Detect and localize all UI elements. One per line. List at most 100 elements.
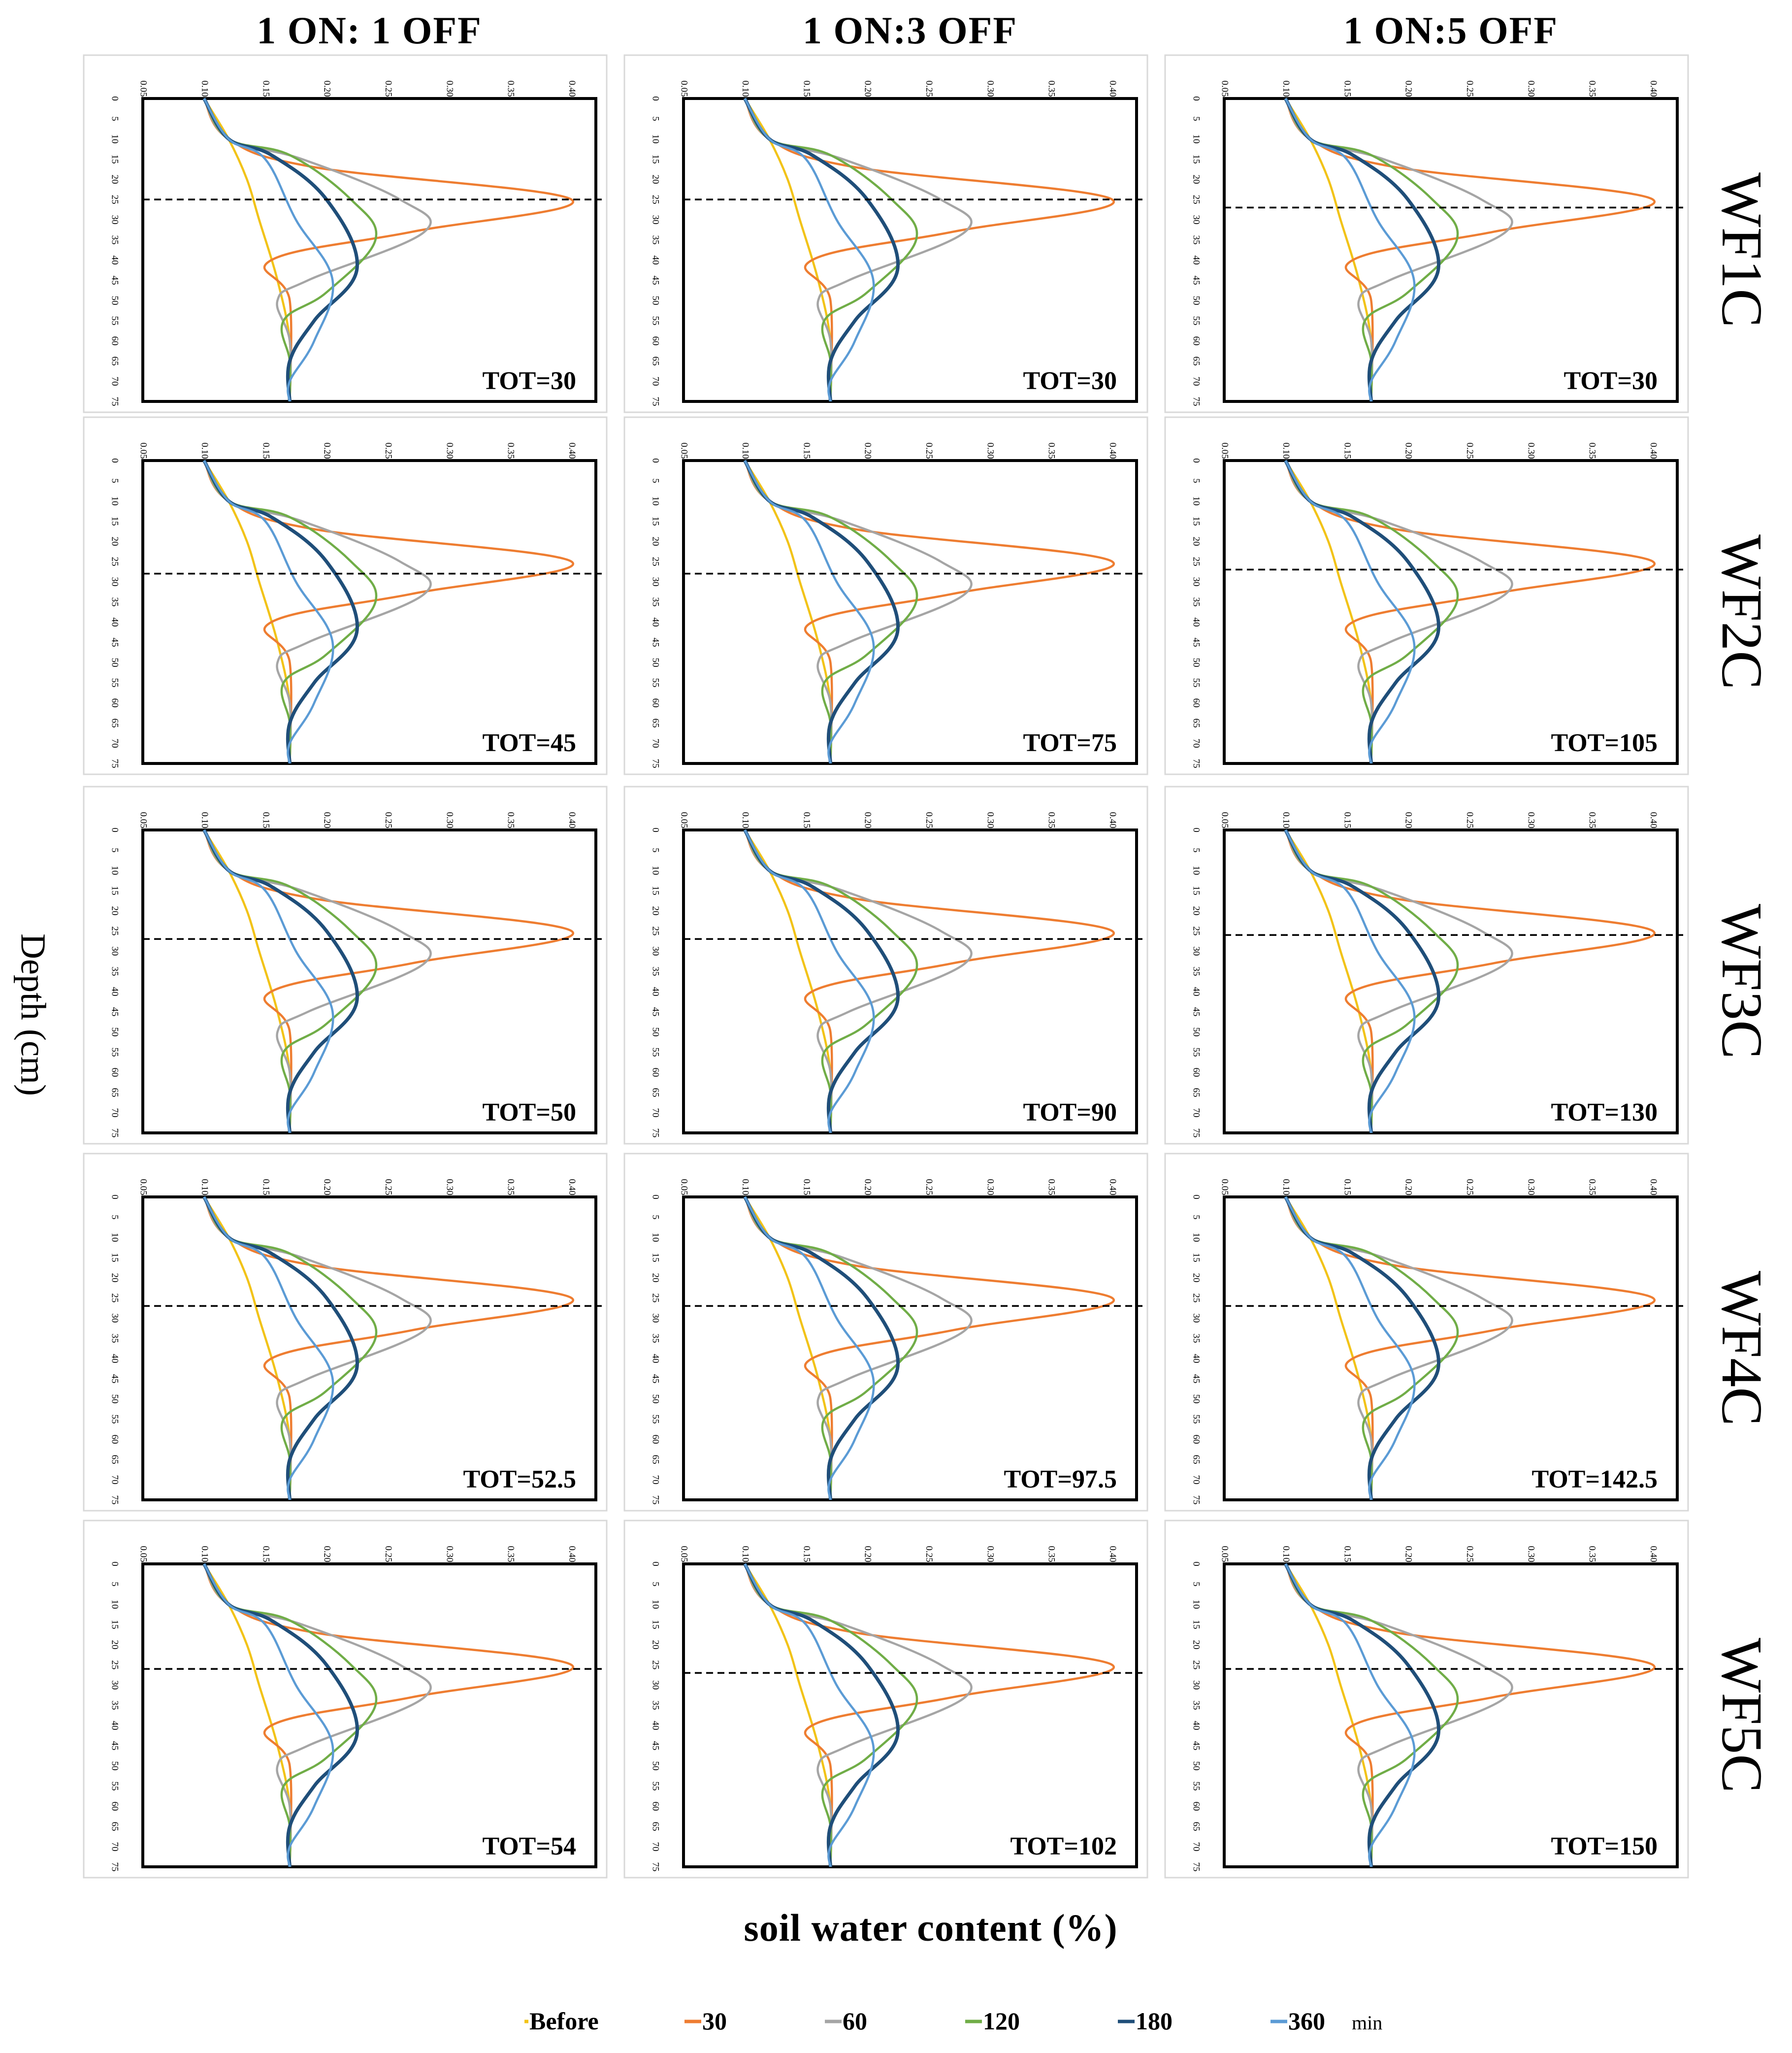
panel-wf1c-2: 0.05 0.10 0.15 0.20 0.25 0.30 0.35 0.40 0 5 10 15 20…	[623, 54, 1148, 413]
series-line-180	[202, 460, 359, 764]
y-tick-label: 60	[651, 698, 661, 708]
x-tick-label: 0.40	[1648, 1179, 1659, 1195]
x-tick-label: 0.10	[740, 1179, 750, 1195]
y-tick-label: 50	[1191, 296, 1202, 305]
y-tick-label: 30	[651, 1314, 661, 1323]
panel-wf2c-1: 0.05 0.10 0.15 0.20 0.25 0.30 0.35 0.40 0 5 10 15 20…	[83, 416, 608, 775]
y-tick-label: 20	[1191, 906, 1202, 916]
y-tick-label: 55	[110, 1782, 120, 1791]
y-tick-label: 5	[651, 1215, 661, 1220]
y-tick-label: 35	[651, 597, 661, 607]
x-tick-label: 0.20	[1403, 1546, 1414, 1562]
y-tick-label: 0	[651, 828, 661, 832]
y-tick-label: 5	[651, 116, 661, 121]
y-tick-label: 10	[651, 1600, 661, 1609]
row-label: WF4C	[1710, 1271, 1774, 1426]
y-tick-label: 55	[1191, 678, 1202, 688]
x-tick-label: 0.30	[985, 812, 995, 828]
row-label: WF5C	[1710, 1638, 1774, 1793]
y-tick-label: 35	[1191, 235, 1202, 245]
y-tick-label: 55	[651, 1048, 661, 1057]
y-tick-label: 20	[651, 175, 661, 184]
y-tick-label: 40	[110, 618, 120, 627]
y-tick-label: 20	[110, 537, 120, 546]
series-line-before	[203, 460, 292, 764]
y-tick-label: 45	[110, 638, 120, 647]
x-tick-label: 0.40	[567, 1179, 577, 1195]
column-title: 1 ON:3 OFF	[803, 9, 1017, 52]
y-tick-label: 70	[651, 1842, 661, 1852]
y-tick-label: 25	[110, 195, 120, 204]
y-tick-label: 0	[1191, 1561, 1202, 1566]
panel-frame	[83, 54, 608, 413]
y-tick-label: 35	[1191, 1701, 1202, 1710]
y-tick-label: 10	[1191, 1600, 1202, 1609]
x-tick-label: 0.20	[322, 1546, 332, 1562]
y-tick-label: 35	[110, 1334, 120, 1343]
x-tick-label: 0.10	[740, 442, 750, 459]
x-tick-label: 0.15	[261, 812, 271, 828]
y-tick-label: 40	[110, 987, 120, 996]
y-tick-label: 55	[651, 1415, 661, 1424]
x-tick-label: 0.15	[801, 442, 812, 459]
y-tick-label: 20	[651, 1273, 661, 1283]
x-tick-label: 0.10	[199, 442, 210, 459]
series-line-360	[744, 1563, 875, 1867]
panel-frame	[1164, 786, 1689, 1145]
y-tick-label: 70	[110, 1842, 120, 1852]
y-tick-label: 50	[651, 1027, 661, 1037]
x-tick-label: 0.35	[1587, 1179, 1597, 1195]
plot-area	[682, 828, 1138, 1134]
y-tick-label: 70	[110, 1475, 120, 1485]
y-tick-label: 5	[110, 1582, 120, 1587]
x-tick-label: 0.10	[740, 80, 750, 97]
series-line-360	[203, 460, 334, 764]
x-tick-label: 0.30	[444, 80, 455, 97]
series-line-180	[1284, 98, 1440, 402]
y-tick-label: 45	[110, 276, 120, 285]
x-axis-title: soil water content (%)	[744, 1906, 1117, 1949]
y-tick-label: 5	[1191, 848, 1202, 853]
y-tick-label: 15	[1191, 517, 1202, 526]
plot-area	[1223, 828, 1679, 1134]
y-tick-label: 10	[110, 497, 120, 506]
tot-label: TOT=130	[1551, 1098, 1658, 1126]
y-tick-label: 70	[1191, 377, 1202, 386]
x-tick-label: 0.10	[199, 1546, 210, 1562]
y-tick-label: 40	[1191, 987, 1202, 996]
y-tick-label: 45	[651, 1007, 661, 1017]
x-tick-label: 0.20	[1403, 442, 1414, 459]
x-tick-label: 0.20	[863, 442, 873, 459]
y-tick-label: 20	[651, 1640, 661, 1650]
legend-item-180: 180	[1118, 2007, 1173, 2035]
y-tick-label: 15	[110, 1253, 120, 1262]
y-tick-label: 60	[1191, 1068, 1202, 1077]
x-tick-label: 0.05	[679, 812, 689, 828]
y-tick-label: 75	[110, 397, 120, 406]
x-tick-label: 0.20	[863, 80, 873, 97]
series-line-180	[743, 460, 900, 764]
y-tick-label: 50	[110, 1761, 120, 1771]
tot-label: TOT=52.5	[463, 1465, 576, 1493]
x-tick-label: 0.30	[444, 812, 455, 828]
panel-frame	[1164, 416, 1689, 775]
y-tick-label: 55	[651, 316, 661, 326]
y-tick-label: 65	[1191, 1455, 1202, 1464]
y-tick-label: 75	[651, 1862, 661, 1872]
panel-frame	[83, 786, 608, 1145]
y-tick-label: 55	[110, 1048, 120, 1057]
y-tick-label: 5	[110, 1215, 120, 1220]
x-tick-label: 0.10	[199, 1179, 210, 1195]
y-tick-label: 60	[651, 1068, 661, 1077]
y-tick-label: 50	[651, 658, 661, 667]
x-tick-label: 0.15	[801, 812, 812, 828]
series-line-180	[202, 1196, 359, 1500]
tot-label: TOT=30	[1564, 367, 1658, 395]
y-tick-label: 0	[651, 96, 661, 101]
x-tick-label: 0.40	[1108, 442, 1118, 459]
x-tick-label: 0.40	[1108, 1546, 1118, 1562]
series-line-360	[744, 829, 875, 1133]
y-tick-label: 25	[110, 927, 120, 936]
x-tick-label: 0.05	[1220, 1179, 1230, 1195]
y-tick-label: 10	[651, 497, 661, 506]
